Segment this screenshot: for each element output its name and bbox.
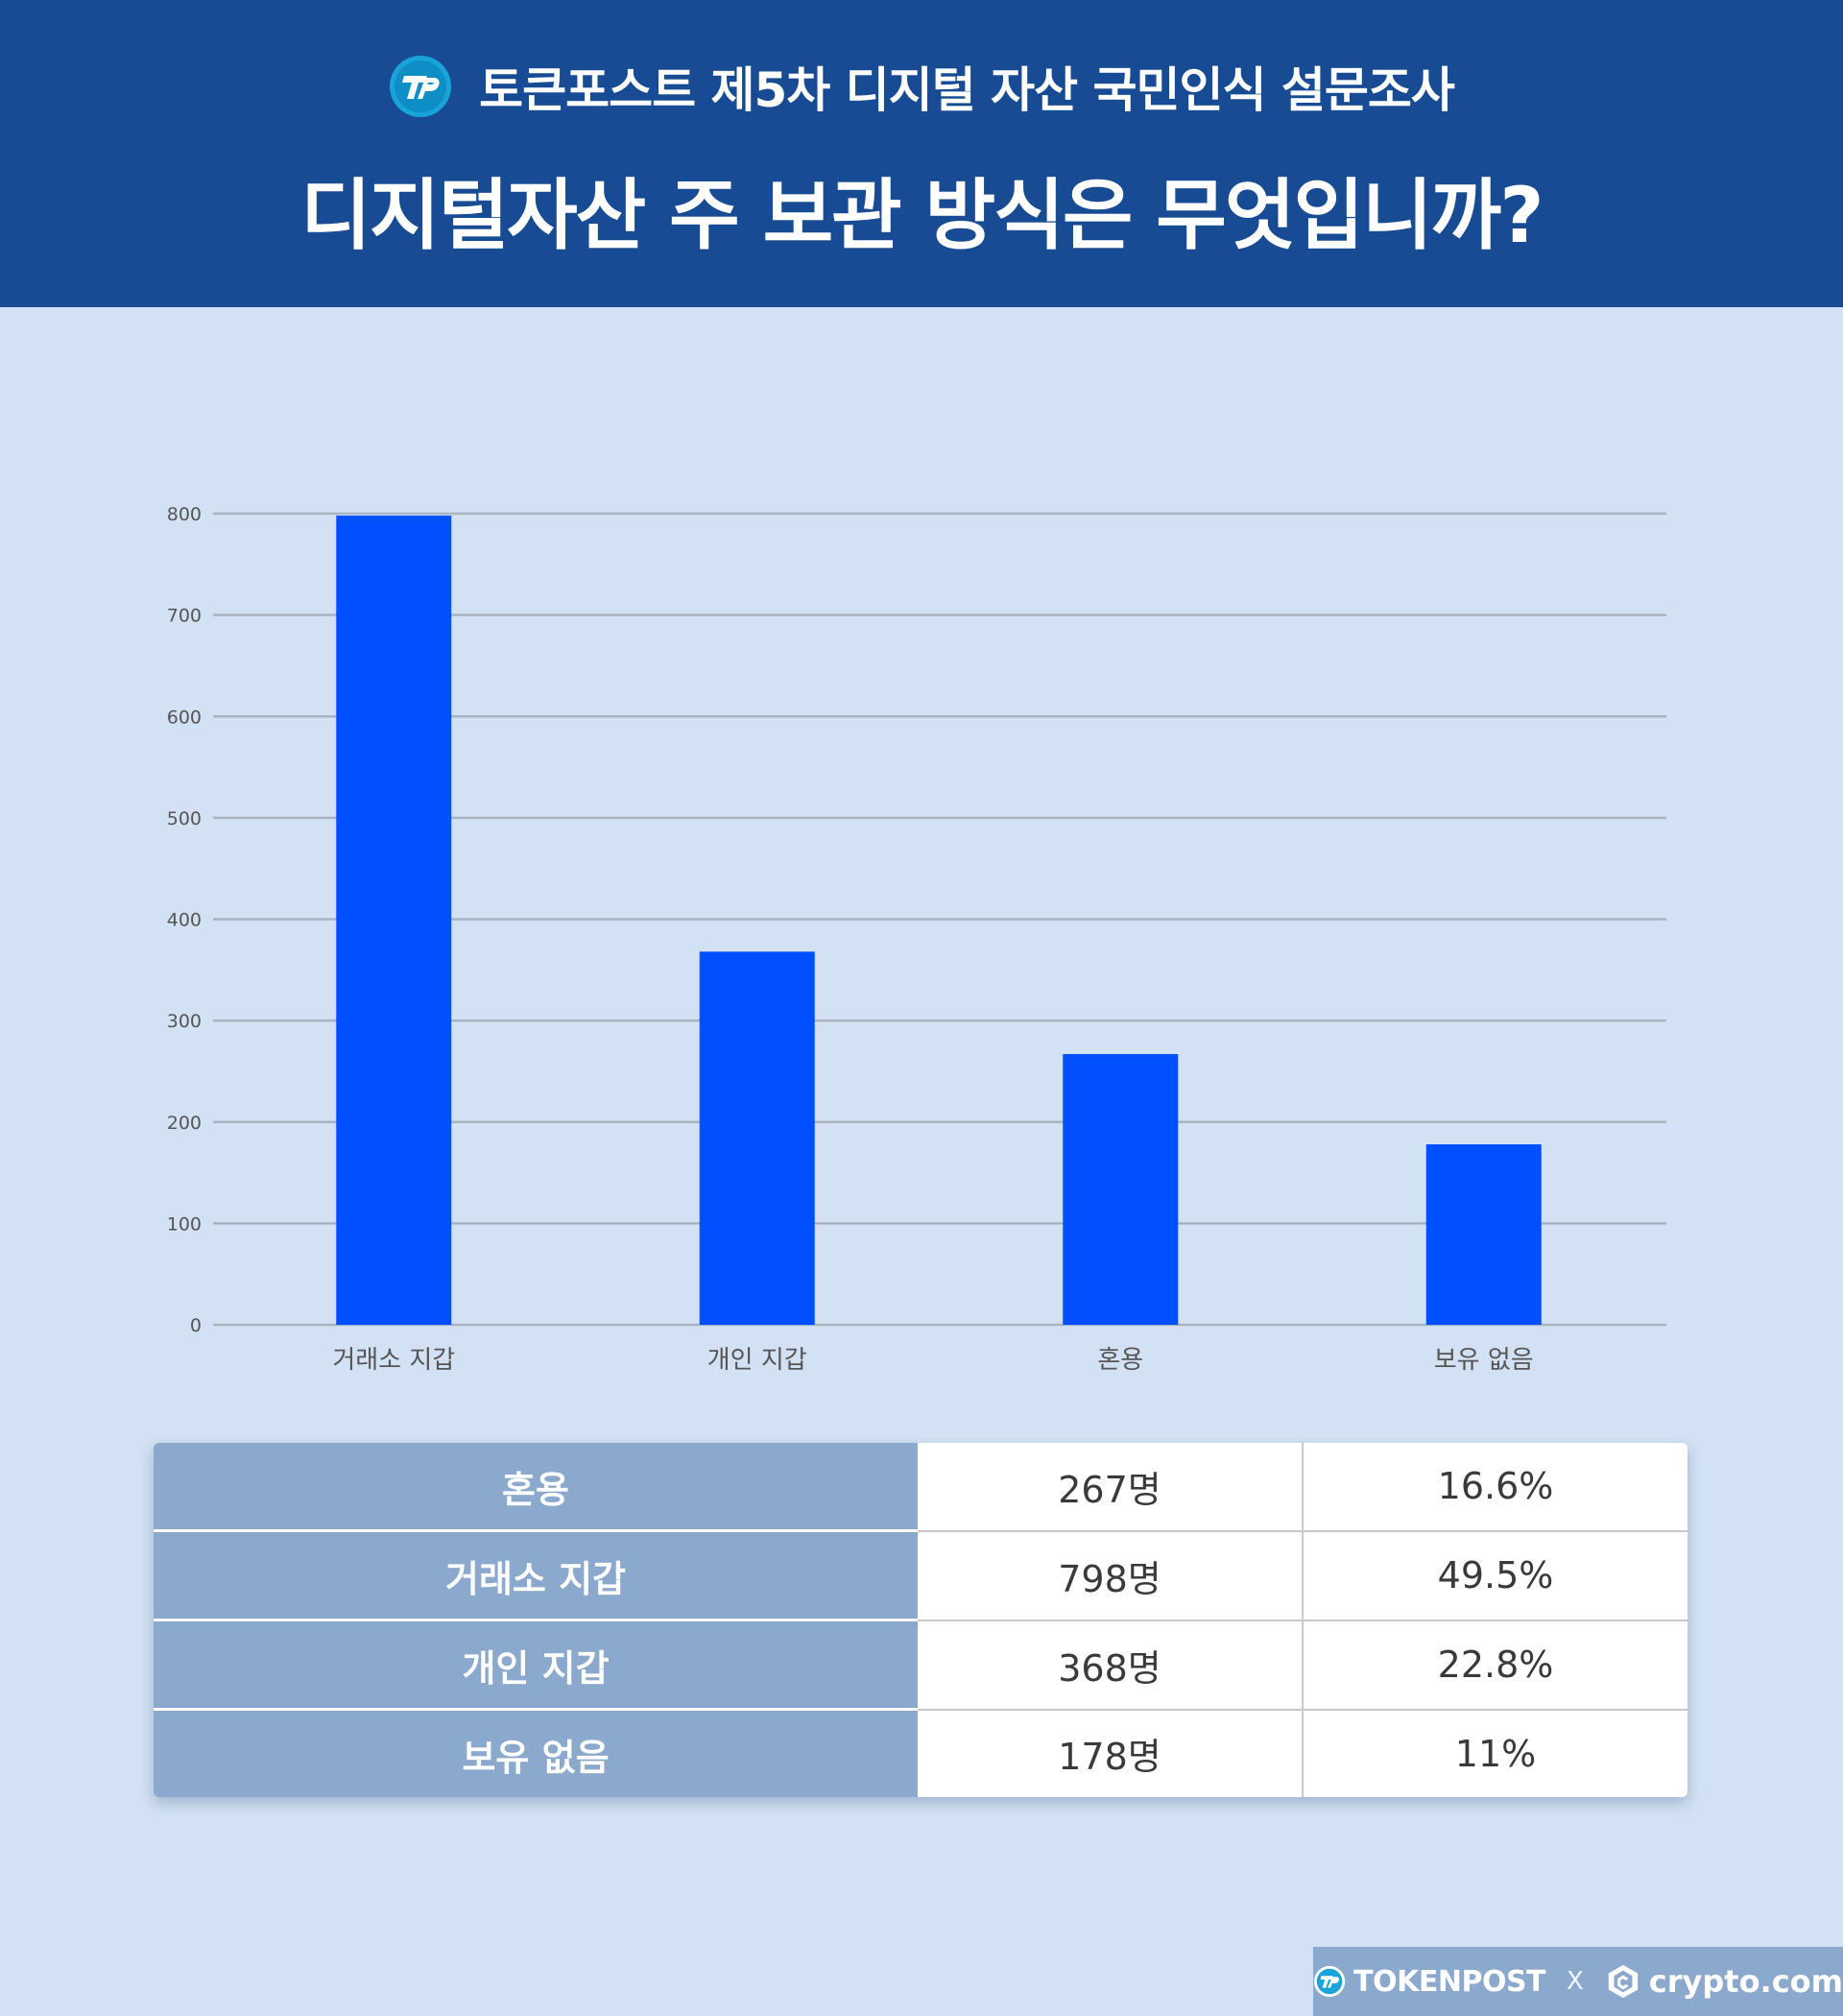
- bar: [336, 516, 452, 1325]
- row-label-cell: 보유 없음: [154, 1709, 918, 1797]
- y-tick-label: 700: [167, 606, 202, 627]
- x-category-label: 개인 지갑: [707, 1346, 807, 1375]
- y-tick-label: 200: [167, 1113, 202, 1134]
- tokenpost-logo-icon: [1313, 1965, 1346, 1998]
- table-row: 보유 없음 178명 11%: [154, 1709, 1687, 1797]
- y-tick-label: 400: [167, 910, 202, 931]
- row-label-cell: 개인 지갑: [154, 1620, 918, 1711]
- results-table: 혼용 267명 16.6% 거래소 지갑 798명 49.5% 개인 지갑 368명 22.8%…: [154, 1443, 1687, 1797]
- row-count-cell: 798명: [918, 1530, 1304, 1621]
- chart-svg: 0 100 200 300 400 500 600 700 800 거래소 지갑 개인 지갑 혼용 보유…: [167, 504, 1666, 1375]
- y-tick-label: 600: [167, 707, 202, 728]
- row-percent-cell: 11%: [1303, 1709, 1687, 1797]
- row-label-cell: 혼용: [154, 1443, 918, 1532]
- row-count-cell: 267명: [918, 1443, 1304, 1532]
- table-row: 거래소 지갑 798명 49.5%: [154, 1530, 1687, 1621]
- footer-separator: X: [1567, 1967, 1584, 1996]
- x-category-label: 거래소 지갑: [332, 1346, 455, 1375]
- row-percent-cell: 49.5%: [1303, 1530, 1687, 1621]
- question-title: 디지털자산 주 보관 방식은 무엇입니까?: [300, 171, 1544, 260]
- tokenpost-logo-icon: [390, 56, 452, 117]
- bar-chart: 0 100 200 300 400 500 600 700 800 거래소 지갑 개인 지갑 혼용 보유…: [134, 480, 1689, 1402]
- table-row: 혼용 267명 16.6%: [154, 1443, 1687, 1532]
- crypto-com-logo-icon: [1608, 1964, 1638, 1999]
- header-top-row: 토큰포스트 제5차 디지털 자산 국민인식 설문조사: [0, 50, 1843, 123]
- bar: [699, 951, 815, 1325]
- y-tick-label: 800: [167, 504, 202, 525]
- x-category-label: 혼용: [1097, 1346, 1143, 1375]
- y-tick-label: 0: [190, 1315, 202, 1336]
- footer-tokenpost-text: TOKENPOST: [1353, 1964, 1546, 1999]
- bar: [1425, 1143, 1542, 1325]
- footer-brand-badge: TOKENPOST X crypto.com: [1313, 1947, 1843, 2016]
- row-label-cell: 거래소 지갑: [154, 1530, 918, 1621]
- row-count-cell: 368명: [918, 1620, 1304, 1711]
- survey-title: 토큰포스트 제5차 디지털 자산 국민인식 설문조사: [479, 62, 1455, 118]
- results-table-body: 혼용 267명 16.6% 거래소 지갑 798명 49.5% 개인 지갑 368명 22.8%…: [154, 1443, 1687, 1797]
- table-row: 개인 지갑 368명 22.8%: [154, 1620, 1687, 1711]
- y-tick-label: 100: [167, 1213, 202, 1235]
- header-banner: 토큰포스트 제5차 디지털 자산 국민인식 설문조사 디지털자산 주 보관 방식…: [0, 0, 1843, 307]
- y-tick-label: 300: [167, 1011, 202, 1032]
- row-percent-cell: 16.6%: [1303, 1443, 1687, 1532]
- footer-crypto-text: crypto.com: [1648, 1963, 1843, 2000]
- row-percent-cell: 22.8%: [1303, 1620, 1687, 1711]
- bar: [1063, 1053, 1179, 1325]
- row-count-cell: 178명: [918, 1709, 1304, 1797]
- y-tick-label: 500: [167, 808, 202, 829]
- x-category-label: 보유 없음: [1434, 1346, 1534, 1375]
